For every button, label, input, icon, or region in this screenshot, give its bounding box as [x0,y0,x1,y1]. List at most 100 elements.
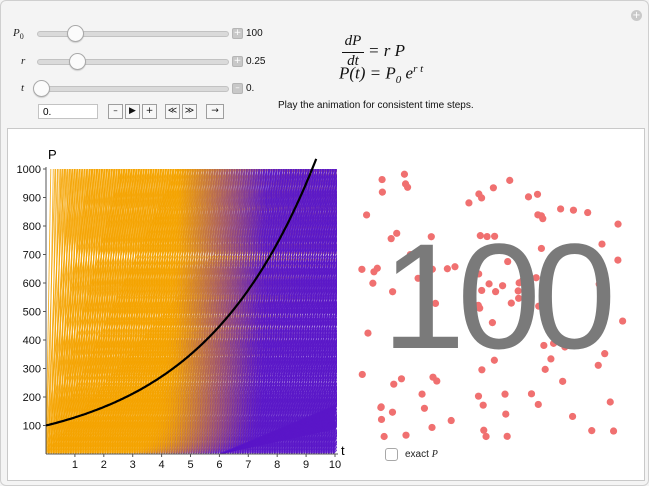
faster-button[interactable]: ≫ [182,104,197,119]
simulation-line-786 [286,169,304,454]
r-expand-icon[interactable]: + [232,56,243,67]
population-dot [482,432,490,441]
population-dot [431,299,440,308]
exact-p-checkbox[interactable] [385,448,398,461]
x-tick-label-1: 1 [72,459,78,471]
simulation-line-42 [57,169,75,454]
simulation-line-770 [281,169,299,454]
simulation-line-480 [192,169,199,454]
fraction-bar [342,52,364,53]
simulation-line-344 [151,169,157,454]
population-dot [502,410,510,418]
simulation-line-608 [232,169,238,454]
population-dot [507,299,515,307]
simulation-line-554 [215,169,233,454]
simulation-line-248 [121,169,128,454]
simulation-line-0 [46,169,52,454]
population-dot [378,175,386,184]
simulation-line-306 [138,169,156,454]
population-dot [479,401,487,409]
r-slider-track[interactable] [37,59,229,65]
y-tick-label-900: 900 [23,193,41,205]
y-tick-label-300: 300 [23,364,41,376]
population-dot [492,288,500,296]
t-slider-thumb[interactable] [33,80,50,97]
step-back-button[interactable]: – [108,104,123,119]
simulation-line-906 [323,207,337,454]
simulation-line-664 [249,169,256,454]
simulation-line-698 [259,169,277,454]
population-dot [387,235,395,243]
simulation-line-408 [170,169,177,454]
population-dot [370,268,378,276]
simulation-line-314 [141,169,159,454]
simulation-line-826 [298,169,316,454]
population-dot [476,232,484,240]
simulation-line-456 [185,169,192,454]
simulation-line-512 [202,169,209,454]
simulation-line-144 [89,169,96,454]
simulation-line-218 [111,169,129,454]
simulation-line-506 [200,169,218,454]
simulation-line-136 [87,169,94,454]
p0-expand-icon[interactable]: + [232,28,243,39]
simulation-line-80 [70,169,76,454]
population-dot [503,432,511,440]
t-collapse-icon[interactable]: – [232,83,243,94]
simulation-line-650 [244,169,262,454]
p0-slider-thumb[interactable] [67,25,84,42]
population-dot [393,229,401,237]
t-slider-track[interactable] [37,86,229,92]
play-button[interactable]: ▶ [125,104,140,119]
simulation-line-240 [119,169,125,454]
simulation-line-386 [163,169,181,454]
simulation-line-114 [79,169,97,454]
simulation-line-146 [89,169,107,454]
slower-button[interactable]: ≪ [165,104,180,119]
simulation-line-538 [210,169,228,454]
time-input[interactable]: 0. [38,104,98,119]
simulation-line-346 [151,169,169,454]
population-dot [428,423,436,432]
population-dot [401,180,410,188]
population-dot [428,265,436,273]
population-dot [527,390,536,398]
simulation-line-34 [55,169,73,454]
population-dot [601,350,609,358]
r-slider-thumb[interactable] [69,53,86,70]
step-forward-button[interactable]: + [142,104,157,119]
simulation-line-368 [158,169,165,454]
simulation-line-776 [283,169,290,454]
expand-icon[interactable]: + [631,10,642,21]
simulation-line-888 [318,169,324,454]
simulation-line-2 [46,169,63,454]
simulation-line-448 [183,169,189,454]
population-dot [558,340,566,348]
simulation-line-632 [239,169,246,454]
simulation-line-122 [82,169,100,454]
simulation-line-338 [148,169,166,454]
x-tick-label-3: 3 [130,459,136,471]
simulation-line-130 [84,169,102,454]
population-dot [537,244,546,253]
simulation-line-242 [119,169,137,454]
p0-slider-track[interactable] [37,31,229,37]
simulation-line-690 [256,169,274,454]
simulation-line-896 [320,169,327,454]
direction-button[interactable]: → [206,104,224,119]
population-dots [358,170,627,441]
simulation-line-746 [274,169,291,454]
population-dot [447,416,455,425]
simulation-line-16 [50,169,57,454]
population-dot [358,265,366,273]
population-dot [557,205,565,213]
population-dot [504,257,512,266]
simulation-line-482 [192,169,210,454]
simulation-line-864 [310,169,317,454]
population-dot [524,193,533,201]
simulation-line-320 [143,169,150,454]
simulation-line-410 [170,169,188,454]
simulation-line-544 [212,169,219,454]
simulation-line-682 [254,169,272,454]
